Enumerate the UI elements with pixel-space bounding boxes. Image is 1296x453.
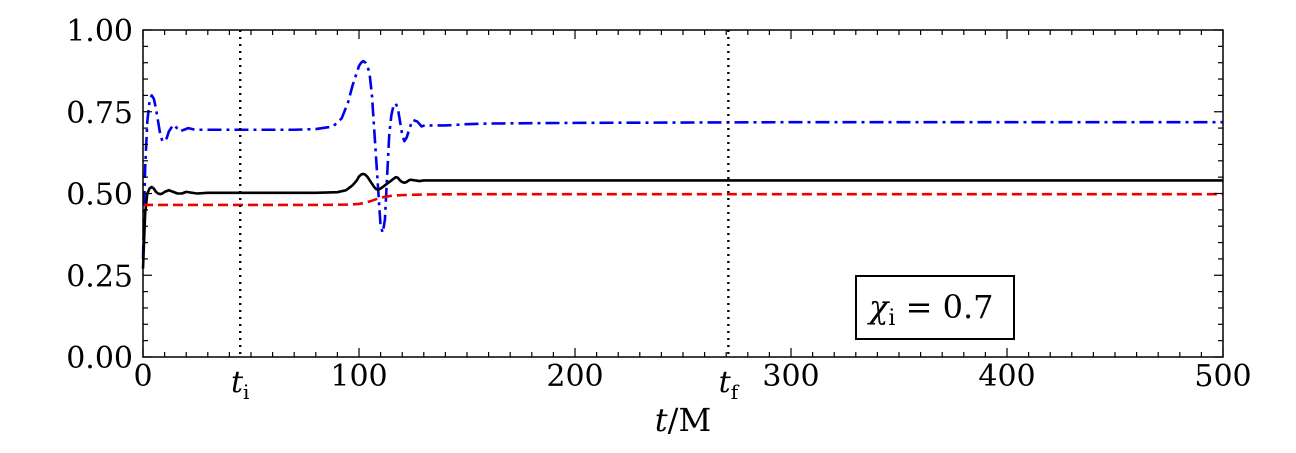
annotation-box	[855, 275, 1015, 340]
annotation-text: χi = 0.7	[867, 288, 993, 331]
y-tick-label: 0.25	[66, 259, 133, 294]
x-tick-label: 100	[330, 359, 387, 394]
series-line-2	[141, 172, 1223, 269]
x-tick-label: 400	[978, 359, 1035, 394]
vline-f-label: tf	[719, 365, 740, 404]
annotation-layer: χi = 0.7	[855, 275, 1015, 340]
vline-i-label: ti	[231, 365, 249, 404]
x-tick-label: 0	[133, 359, 152, 394]
annotation-rest: = 0.7	[895, 288, 993, 326]
x-tick-label: 500	[1194, 359, 1251, 394]
x-tick-label: 200	[546, 359, 603, 394]
x-tick-label: 300	[762, 359, 819, 394]
annotation-sub: i	[888, 306, 895, 331]
series-line-3	[143, 192, 1223, 207]
annotation-symbol: χ	[867, 288, 890, 326]
x-axis-label: t/M	[655, 401, 711, 439]
y-tick-label: 0.50	[66, 178, 133, 213]
y-tick-label: 0.75	[66, 96, 133, 131]
y-tick-label: 0.00	[66, 341, 133, 376]
y-tick-label: 1.00	[66, 14, 133, 49]
label-layer: ti tf 0 100 200 300 400 500 0.00 0.25 0.50 0.75 1.00	[66, 14, 1251, 404]
series-layer	[141, 59, 1223, 269]
tick-layer	[142, 29, 1224, 358]
series-line-1	[141, 59, 1223, 259]
